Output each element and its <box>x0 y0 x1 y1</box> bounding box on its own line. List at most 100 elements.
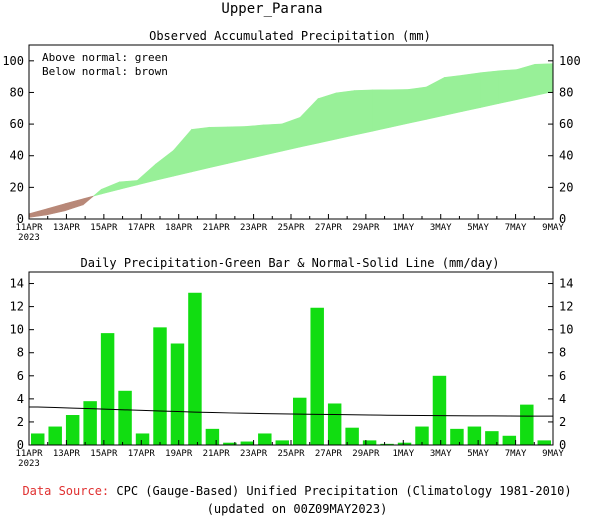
accum-segment <box>100 181 120 195</box>
chart2-xlabel: 9MAY <box>542 449 564 459</box>
chart1-ylabel-left: 20 <box>10 180 24 194</box>
accum-segment <box>93 188 102 197</box>
chart2-title: Daily Precipitation-Green Bar & Normal-S… <box>80 256 499 270</box>
daily-bar <box>345 427 359 445</box>
chart1-xlabel: 11APR <box>15 223 43 233</box>
accum-segment <box>46 203 66 216</box>
chart1-annotation-above: Above normal: green <box>42 51 168 64</box>
chart1-xlabel: 15APR <box>90 223 118 233</box>
chart2-ylabel-right: 10 <box>559 323 573 337</box>
page-title: Upper_Parana <box>221 1 322 17</box>
chart1-xlabel: 5MAY <box>467 223 489 233</box>
chart2-xlabel: 5MAY <box>467 449 489 459</box>
daily-bar <box>520 404 534 445</box>
chart1-xlabel: 1MAY <box>392 223 414 233</box>
daily-bar <box>362 440 377 445</box>
chart1-title: Observed Accumulated Precipitation (mm) <box>149 29 431 43</box>
chart1-xlabel: 29APR <box>352 223 380 233</box>
daily-bar <box>205 428 220 445</box>
accum-segment <box>173 128 192 177</box>
chart2-xlabel: 13APR <box>53 449 81 459</box>
daily-bar <box>48 426 62 445</box>
chart2-ylabel-right: 14 <box>559 277 573 291</box>
daily-bar <box>258 433 272 445</box>
chart1-xlabel: 3MAY <box>430 223 452 233</box>
chart2-xlabel: 27APR <box>315 449 343 459</box>
accum-segment <box>191 126 210 173</box>
chart1-xlabel: 17APR <box>128 223 156 233</box>
chart2-plot-area <box>29 292 553 445</box>
chart1-ylabel-left: 40 <box>10 149 24 163</box>
accum-segment <box>335 90 355 140</box>
accum-segment <box>444 74 463 116</box>
daily-bar <box>65 415 80 445</box>
daily-bar <box>188 292 202 445</box>
accum-segment <box>317 92 337 144</box>
chart2-ylabel-left: 12 <box>10 300 24 314</box>
daily-bar <box>310 307 324 445</box>
chart2-ylabel-left: 6 <box>17 369 24 383</box>
chart1-plot-area <box>28 63 554 218</box>
chart1-ylabel-right: 100 <box>559 54 581 68</box>
chart1-xlabel: 18APR <box>165 223 193 233</box>
chart2-xlabel: 3MAY <box>430 449 452 459</box>
chart1-ylabel-right: 20 <box>559 180 573 194</box>
daily-bar <box>450 428 464 445</box>
daily-bar <box>467 426 482 445</box>
daily-bar <box>502 435 517 445</box>
chart2-ylabel-right: 6 <box>559 369 566 383</box>
footer-source: Data Source: CPC (Gauge-Based) Unified P… <box>22 484 571 498</box>
chart2-ylabel-left: 14 <box>10 277 24 291</box>
daily-bar <box>415 426 429 445</box>
data-source-label: Data Source: <box>22 484 109 498</box>
chart2-xlabel: 25APR <box>277 449 305 459</box>
daily-bar <box>170 343 185 445</box>
accum-segment <box>64 198 84 212</box>
chart2-xlabel: 7MAY <box>505 449 527 459</box>
chart2-axes: 0 0 2 2 4 4 6 6 8 8 10 10 12 12 14 14 11APR 13APR 15APR 17A… <box>10 277 574 469</box>
chart1-xlabel: 13APR <box>53 223 81 233</box>
chart2-ylabel-right: 4 <box>559 392 566 406</box>
daily-bar <box>240 441 255 445</box>
accum-segment <box>245 124 265 160</box>
daily-bar <box>432 375 447 445</box>
chart1-ylabel-left: 100 <box>2 54 24 68</box>
accum-segment <box>534 63 554 96</box>
daily-bar <box>100 333 115 445</box>
accum-segment <box>408 86 427 124</box>
footer-updated: (updated on 00Z09MAY2023) <box>207 502 388 516</box>
normal-line <box>29 406 553 417</box>
chart1-axes: 0 0 20 20 40 40 60 60 80 80 100 100 11APR 13APR 15APR 1… <box>2 54 580 243</box>
chart2-xlabel: 21APR <box>203 449 231 459</box>
chart2-ylabel-right: 2 <box>559 415 566 429</box>
accum-segment <box>209 126 229 168</box>
daily-bar <box>397 442 412 445</box>
accum-segment <box>372 89 391 132</box>
accum-segment <box>28 208 48 218</box>
accum-segment <box>516 63 536 100</box>
chart1-xlabel: 23APR <box>240 223 268 233</box>
accum-segment <box>263 123 283 156</box>
chart2-ylabel-right: 0 <box>559 438 566 452</box>
chart1-xlabel: 9MAY <box>542 223 564 233</box>
chart1-ylabel-right: 60 <box>559 117 573 131</box>
chart1-ylabel-left: 80 <box>10 85 24 99</box>
accum-segment <box>462 72 482 112</box>
accum-segment <box>426 76 445 120</box>
chart1-ylabel-left: 0 <box>17 212 24 226</box>
accum-segment <box>119 180 138 190</box>
chart2-xlabel: 29APR <box>352 449 380 459</box>
chart2-ylabel-left: 10 <box>10 323 24 337</box>
chart2-ylabel-left: 8 <box>17 346 24 360</box>
chart1-year-label: 2023 <box>18 233 40 243</box>
daily-bar <box>293 397 307 445</box>
chart2-ylabel-left: 0 <box>17 438 24 452</box>
chart1-ylabel-right: 40 <box>559 149 573 163</box>
daily-bar <box>135 433 150 445</box>
chart2-ylabel-right: 8 <box>559 346 566 360</box>
chart2-xlabel: 19APR <box>165 449 193 459</box>
chart1-xlabel: 21APR <box>203 223 231 233</box>
accum-segment <box>82 195 94 206</box>
chart2-xlabel: 11APR <box>15 449 43 459</box>
daily-bar <box>223 442 237 445</box>
